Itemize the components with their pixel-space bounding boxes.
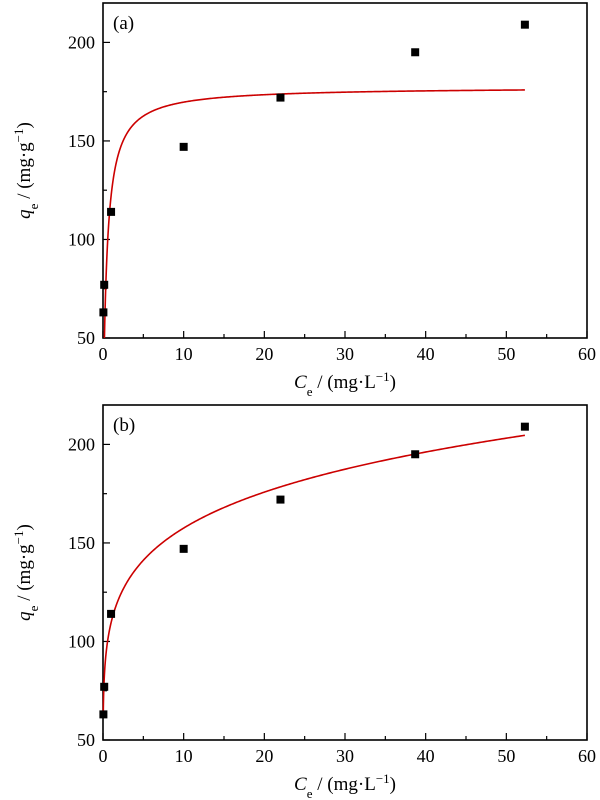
data-point: [179, 544, 188, 553]
data-point: [99, 308, 108, 317]
label-end: ): [390, 774, 396, 795]
label-sup: −1: [376, 771, 390, 786]
label-end: ): [14, 122, 35, 128]
x-tick-label: 60: [578, 344, 596, 364]
x-tick-label: 30: [336, 746, 354, 766]
y-tick-label: 50: [77, 730, 95, 750]
data-point: [100, 682, 109, 691]
label-rest: / (mg·g: [14, 142, 35, 204]
label-main: q: [14, 611, 35, 621]
x-tick-label: 50: [497, 746, 515, 766]
label-sub: e: [26, 203, 41, 209]
fit-curve-langmuir: [103, 89, 525, 339]
x-tick-label: 50: [497, 344, 515, 364]
plot-frame: [102, 404, 588, 741]
x-tick-label: 60: [578, 746, 596, 766]
data-point: [411, 450, 420, 459]
label-sub: e: [307, 786, 313, 800]
label-rest: / (mg·g: [14, 544, 35, 606]
fit-curve-freundlich: [102, 434, 526, 715]
y-tick-label: 100: [68, 229, 95, 249]
y-tick-label: 100: [68, 631, 95, 651]
label-sub: e: [26, 605, 41, 611]
x-tick-label: 40: [417, 344, 435, 364]
data-point: [179, 142, 188, 151]
label-main: C: [294, 372, 307, 393]
x-axis-title: Ce / (mg·L−1): [294, 771, 396, 800]
data-point: [100, 280, 109, 289]
data-point: [276, 93, 285, 102]
panel-label: (a): [113, 13, 134, 34]
panel-label: (b): [113, 415, 135, 436]
y-axis-title: qe / (mg·g−1): [11, 122, 41, 219]
y-tick-label: 200: [68, 32, 95, 52]
x-tick-label: 20: [255, 344, 273, 364]
label-end: ): [390, 372, 396, 393]
plot-frame: [102, 2, 588, 339]
x-tick-label: 0: [99, 746, 108, 766]
data-point: [99, 710, 108, 719]
data-point: [107, 207, 116, 216]
x-tick-label: 10: [175, 746, 193, 766]
y-axis-title: qe / (mg·g−1): [11, 524, 41, 621]
label-main: q: [14, 209, 35, 219]
x-tick-label: 40: [417, 746, 435, 766]
x-tick-label: 10: [175, 344, 193, 364]
y-tick-label: 200: [68, 434, 95, 454]
x-tick-label: 30: [336, 344, 354, 364]
data-point: [276, 495, 285, 504]
x-tick-label: 20: [255, 746, 273, 766]
label-sub: e: [307, 384, 313, 399]
x-tick-label: 0: [99, 344, 108, 364]
y-tick-label: 150: [68, 533, 95, 553]
label-sup: −1: [11, 530, 26, 544]
y-tick-label: 150: [68, 131, 95, 151]
label-end: ): [14, 524, 35, 530]
data-point: [107, 609, 116, 618]
label-rest: / (mg·L: [312, 372, 375, 393]
data-point: [411, 48, 420, 57]
label-sup: −1: [376, 369, 390, 384]
x-axis-title: Ce / (mg·L−1): [294, 369, 396, 399]
data-point: [520, 20, 529, 29]
label-sup: −1: [11, 128, 26, 142]
label-main: C: [294, 774, 307, 795]
label-rest: / (mg·L: [312, 774, 375, 795]
y-tick-label: 50: [77, 328, 95, 348]
data-point: [520, 422, 529, 431]
